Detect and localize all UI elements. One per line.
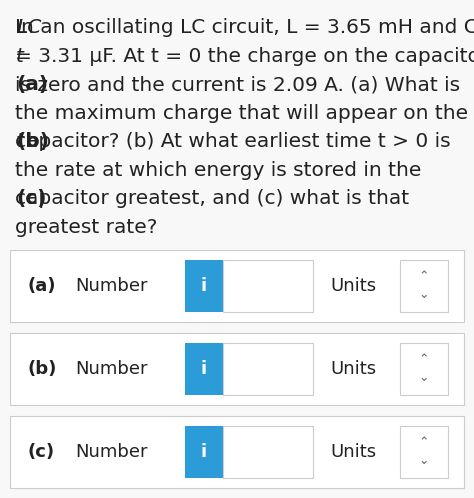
Text: In an oscillating LC circuit, L = 3.65 mH and C: In an oscillating LC circuit, L = 3.65 m… (15, 18, 474, 37)
Bar (10, 333, 464, 405)
Text: Number: Number (75, 443, 147, 461)
Text: is zero and the current is 2.09 A. (a) What is: is zero and the current is 2.09 A. (a) W… (15, 75, 460, 94)
Text: ⌄: ⌄ (419, 372, 429, 384)
Bar (223, 343, 313, 395)
Bar (400, 260, 448, 312)
Text: t: t (16, 132, 24, 151)
Text: Units: Units (330, 443, 376, 461)
Text: i: i (201, 360, 207, 378)
Text: i: i (201, 443, 207, 461)
Text: (b): (b) (28, 360, 57, 378)
Text: i: i (201, 277, 207, 295)
Bar (223, 260, 313, 312)
Bar (185, 260, 223, 312)
Bar (400, 343, 448, 395)
Bar (400, 426, 448, 478)
Text: Units: Units (330, 360, 376, 378)
Bar (185, 343, 223, 395)
Text: LC: LC (16, 18, 41, 37)
Bar (185, 426, 223, 478)
Text: (c): (c) (16, 189, 46, 208)
Text: ⌄: ⌄ (419, 454, 429, 467)
Bar (10, 250, 464, 322)
Text: = 3.31 μF. At t = 0 the charge on the capacitor: = 3.31 μF. At t = 0 the charge on the ca… (15, 46, 474, 66)
Text: Number: Number (75, 277, 147, 295)
Text: the maximum charge that will appear on the: the maximum charge that will appear on t… (15, 104, 468, 123)
Text: (a): (a) (16, 75, 48, 94)
Bar (223, 426, 313, 478)
Bar (10, 416, 464, 488)
Text: ⌄: ⌄ (419, 288, 429, 301)
Text: ⌃: ⌃ (419, 437, 429, 450)
Text: Number: Number (75, 360, 147, 378)
Text: (a): (a) (28, 277, 56, 295)
Text: capacitor greatest, and (c) what is that: capacitor greatest, and (c) what is that (15, 189, 409, 208)
Text: Units: Units (330, 277, 376, 295)
Text: L: L (16, 18, 27, 37)
Text: t: t (16, 46, 24, 66)
Text: ⌃: ⌃ (419, 354, 429, 367)
Text: ⌃: ⌃ (419, 271, 429, 284)
Text: capacitor? (b) At what earliest time t > 0 is: capacitor? (b) At what earliest time t >… (15, 132, 451, 151)
Text: the rate at which energy is stored in the: the rate at which energy is stored in th… (15, 160, 421, 179)
Text: greatest rate?: greatest rate? (15, 218, 157, 237)
Text: (c): (c) (28, 443, 55, 461)
Text: (b): (b) (16, 132, 49, 151)
